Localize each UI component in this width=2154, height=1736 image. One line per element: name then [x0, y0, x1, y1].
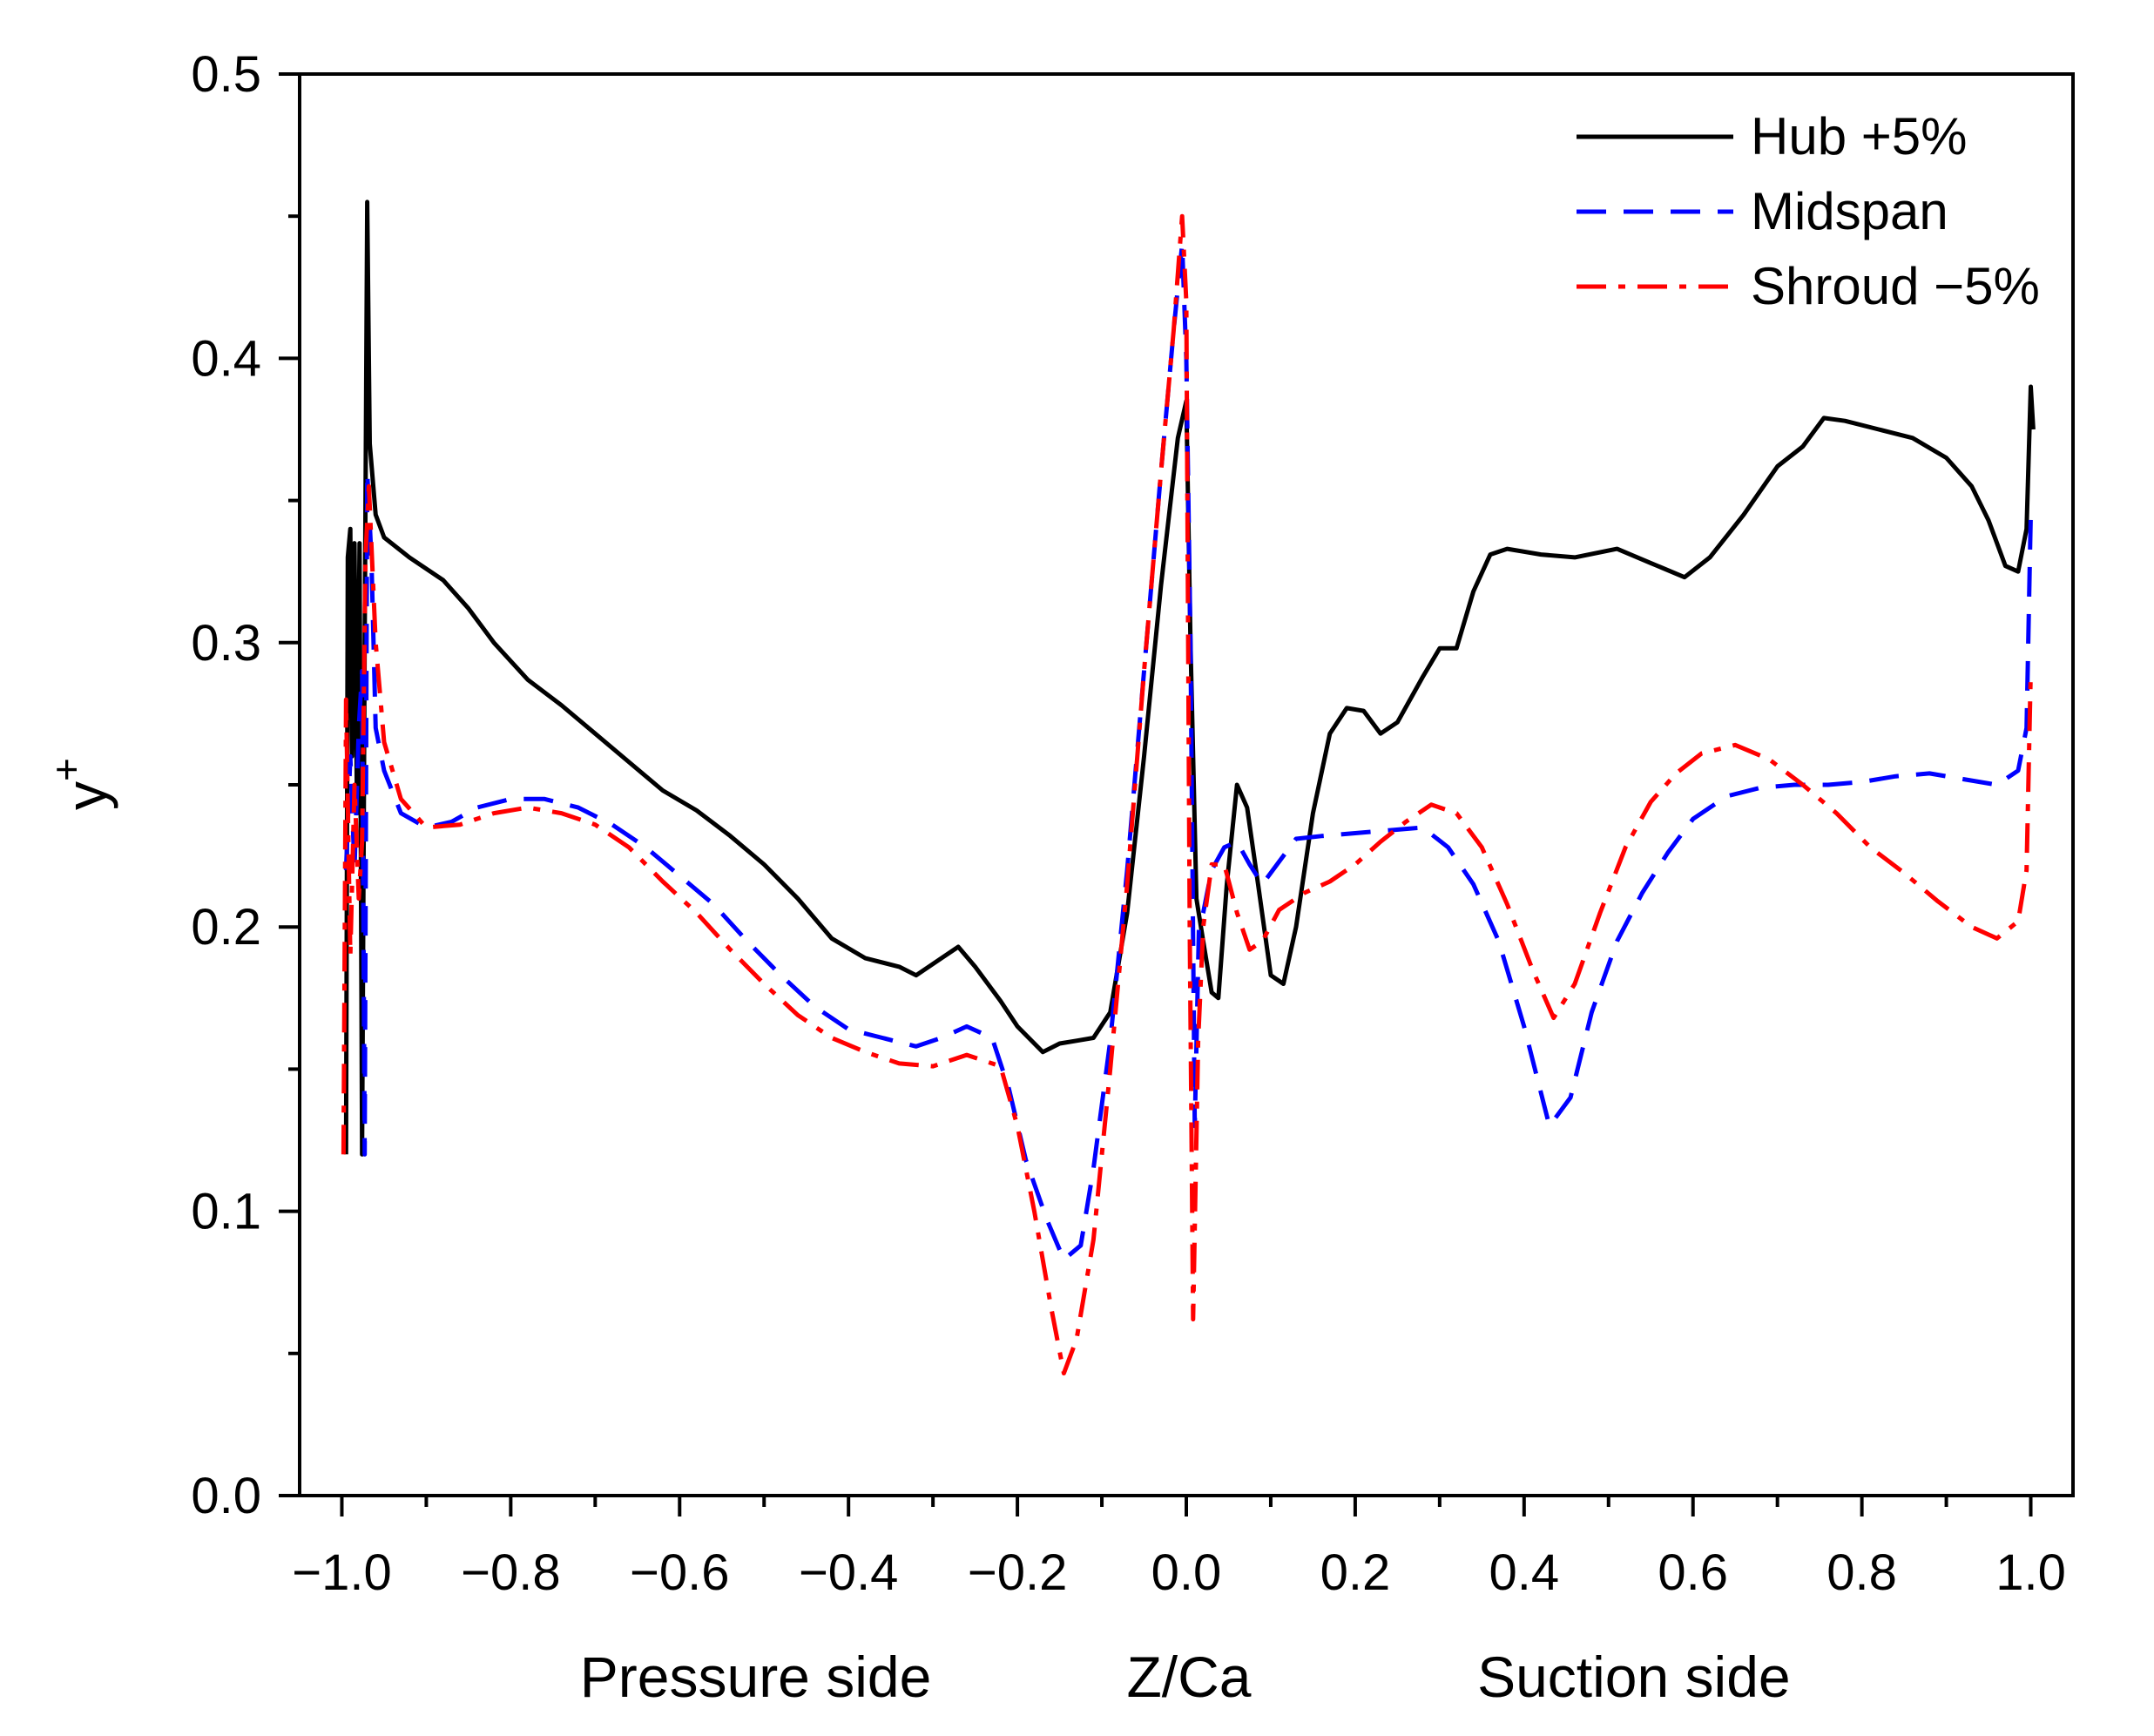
- x-tick-label: 0.6: [1658, 1544, 1728, 1601]
- x-tick-label: −0.4: [799, 1544, 899, 1601]
- series-layer: [341, 199, 2036, 1376]
- legend-label-1: Midspan: [1751, 182, 1948, 240]
- y-tick-label: 0.5: [191, 46, 261, 103]
- series-line-1: [343, 242, 2033, 1262]
- x-tick-label: 0.0: [1151, 1544, 1222, 1601]
- y-tick-label: 0.1: [191, 1184, 261, 1240]
- x-tick-label: 0.8: [1827, 1544, 1897, 1601]
- suction-side-label: Suction side: [1477, 1645, 1791, 1709]
- y-axis-title-main: y: [54, 781, 118, 810]
- y-axis-title: y+: [44, 758, 118, 810]
- y-axis-ticks: 0.0 0.1 0.2 0.3 0.4 0.5: [191, 46, 300, 1524]
- y-tick-label: 0.0: [191, 1468, 261, 1524]
- x-tick-label: 0.2: [1320, 1544, 1391, 1601]
- legend-label-0: Hub +5%: [1751, 107, 1968, 165]
- y-tick-label: 0.2: [191, 899, 261, 956]
- x-axis-title: Z/Ca: [1126, 1645, 1251, 1709]
- y-tick-label: 0.4: [191, 330, 261, 387]
- series-line-2: [341, 213, 2033, 1376]
- svg-text:y+: y+: [44, 758, 118, 810]
- x-tick-label: 1.0: [1995, 1544, 2066, 1601]
- pressure-side-label: Pressure side: [580, 1645, 932, 1709]
- x-axis-ticks: −1.0 −0.8 −0.6 −0.4 −0.2 0.0 0.2 0.4 0.6 0.8 1.0: [292, 1496, 2066, 1601]
- x-tick-label: −1.0: [292, 1544, 392, 1601]
- x-tick-label: 0.4: [1489, 1544, 1559, 1601]
- y-tick-label: 0.3: [191, 615, 261, 672]
- x-tick-label: −0.2: [968, 1544, 1068, 1601]
- legend: Hub +5% Midspan Shroud −5%: [1577, 107, 2040, 315]
- x-tick-label: −0.8: [461, 1544, 561, 1601]
- legend-label-2: Shroud −5%: [1751, 257, 2040, 315]
- y-axis-title-superscript: +: [44, 758, 89, 781]
- x-tick-label: −0.6: [630, 1544, 730, 1601]
